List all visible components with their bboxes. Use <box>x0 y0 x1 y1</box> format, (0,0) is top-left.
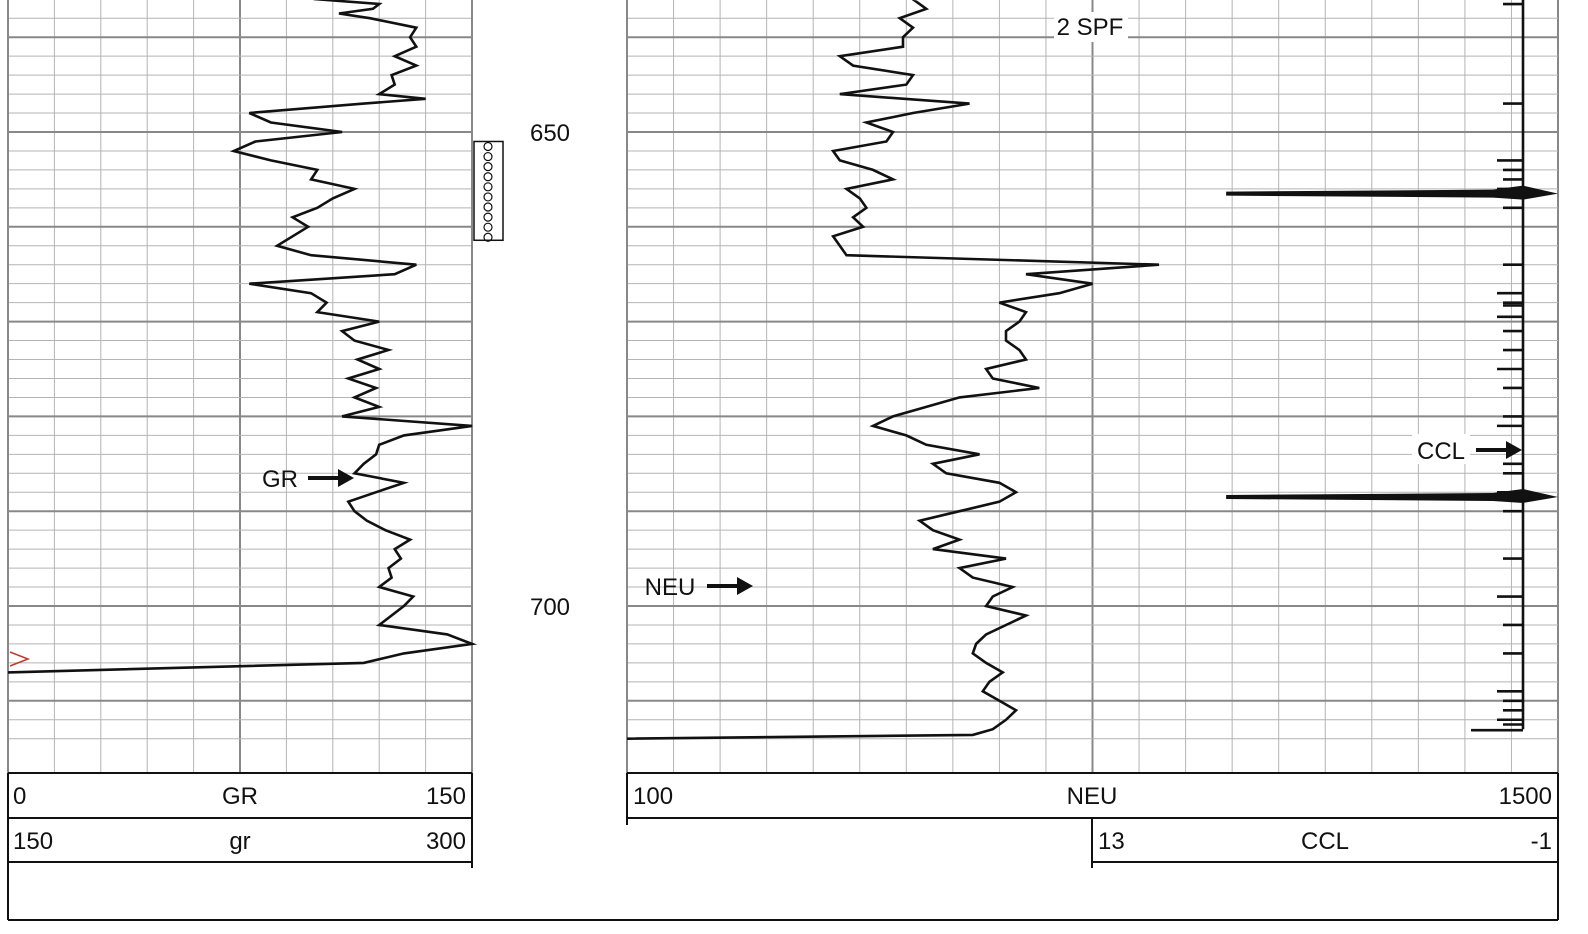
ccl-arrow <box>1476 441 1522 459</box>
gr-back-scale-name: gr <box>229 828 250 855</box>
edge-marker <box>9 651 31 667</box>
perforation-shot <box>483 172 493 182</box>
perforation-shot <box>483 222 493 232</box>
ccl-spike <box>1226 185 1558 200</box>
gr-back-scale-max: 300 <box>426 828 466 855</box>
neu-curve <box>626 0 1160 740</box>
neu-curve-label: NEU <box>645 574 696 601</box>
perforation-shot <box>483 212 493 222</box>
gr-arrow <box>308 469 354 487</box>
neu-scale-min: 100 <box>633 783 673 810</box>
ccl-label-background <box>1412 434 1470 464</box>
neu-arrow <box>707 577 753 595</box>
ccl-scale-min: 13 <box>1098 828 1125 855</box>
neu-scale-name: NEU <box>1067 783 1118 810</box>
gr-back-scale-min: 150 <box>13 828 53 855</box>
annotation-label: 2 SPF <box>1057 14 1124 41</box>
log-grid <box>7 0 1559 773</box>
gr-scale-max: 150 <box>426 783 466 810</box>
ccl-curve-label: CCL <box>1417 438 1465 465</box>
gr-scale-name: GR <box>222 783 258 810</box>
perforation-shot <box>483 141 493 152</box>
perforation-shot <box>483 162 493 172</box>
gr-curve <box>7 0 478 674</box>
scale-header-lines <box>7 772 1559 921</box>
depth-label-650: 650 <box>530 120 570 147</box>
gr-scale-min: 0 <box>13 783 26 810</box>
ccl-scale-name: CCL <box>1301 828 1349 855</box>
perforation-shot <box>483 202 493 212</box>
perforation-shot <box>483 232 493 242</box>
ccl-scale-max: -1 <box>1531 828 1552 855</box>
perforation-shot <box>483 151 493 162</box>
neu-scale-max: 1500 <box>1499 783 1552 810</box>
ccl-spike <box>1226 488 1558 503</box>
ccl-track <box>1226 0 1558 732</box>
perforation-shot <box>483 182 493 192</box>
perforation-marker <box>473 140 504 242</box>
depth-label-700: 700 <box>530 594 570 621</box>
gr-curve-label: GR <box>262 466 298 493</box>
perforation-shot <box>483 192 493 202</box>
annotation-background <box>1054 12 1128 42</box>
